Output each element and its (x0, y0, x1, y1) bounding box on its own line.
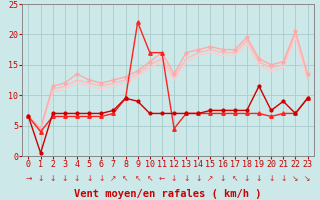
Text: ↖: ↖ (134, 174, 141, 183)
Text: ↘: ↘ (304, 174, 311, 183)
Text: →: → (25, 174, 32, 183)
Text: ↗: ↗ (110, 174, 116, 183)
Text: ↓: ↓ (86, 174, 92, 183)
Text: ↓: ↓ (171, 174, 177, 183)
Text: ↓: ↓ (98, 174, 104, 183)
X-axis label: Vent moyen/en rafales ( km/h ): Vent moyen/en rafales ( km/h ) (74, 189, 262, 199)
Text: ↓: ↓ (50, 174, 56, 183)
Text: ↖: ↖ (147, 174, 153, 183)
Text: ↗: ↗ (207, 174, 214, 183)
Text: ↖: ↖ (232, 174, 238, 183)
Text: ↓: ↓ (74, 174, 80, 183)
Text: ←: ← (159, 174, 165, 183)
Text: ↓: ↓ (268, 174, 274, 183)
Text: ↓: ↓ (37, 174, 44, 183)
Text: ↓: ↓ (195, 174, 202, 183)
Text: ↓: ↓ (244, 174, 250, 183)
Text: ↖: ↖ (122, 174, 129, 183)
Text: ↓: ↓ (280, 174, 286, 183)
Text: ↓: ↓ (62, 174, 68, 183)
Text: ↓: ↓ (256, 174, 262, 183)
Text: ↓: ↓ (220, 174, 226, 183)
Text: ↓: ↓ (183, 174, 189, 183)
Text: ↘: ↘ (292, 174, 299, 183)
